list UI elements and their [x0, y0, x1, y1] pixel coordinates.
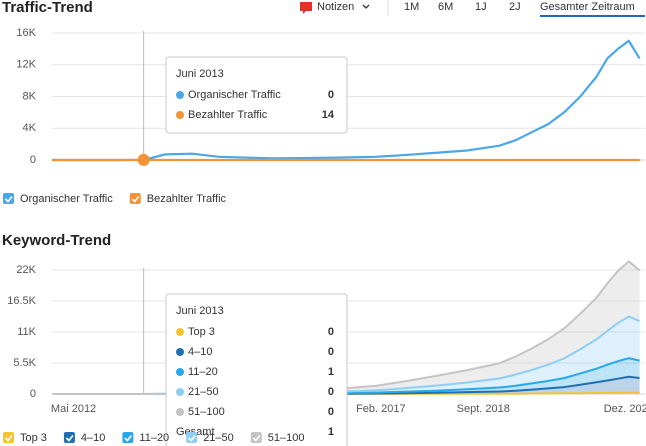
y-tick-label: 11K: [17, 326, 36, 338]
hover-point: [137, 153, 150, 166]
legend-checkbox[interactable]: [186, 432, 198, 443]
tooltip-name: Top 3: [188, 326, 215, 338]
tooltip-dot: [176, 388, 184, 396]
range-button-active[interactable]: Gesamter Zeitraum: [540, 1, 635, 13]
tooltip-dot: [176, 408, 184, 416]
legend-label[interactable]: 11–20: [139, 432, 169, 444]
tooltip-value: 1: [328, 366, 334, 378]
tooltip: [165, 293, 348, 446]
legend-check: [124, 435, 133, 442]
notes-icon: [300, 2, 312, 14]
legend-label[interactable]: Organischer Traffic: [20, 193, 113, 205]
range-button[interactable]: 1M: [404, 1, 419, 13]
y-tick-label: 4K: [23, 122, 37, 134]
y-tick-label: 0: [30, 388, 36, 400]
legend-label[interactable]: Bezahlter Traffic: [147, 193, 227, 205]
legend-check: [131, 196, 140, 203]
tooltip-total: 1: [328, 426, 334, 438]
tooltip-value: 0: [328, 89, 334, 101]
legend-check: [252, 435, 261, 442]
legend-checkbox[interactable]: [250, 432, 262, 443]
y-tick-label: 16.5K: [7, 295, 36, 307]
tooltip-name: 21–50: [188, 386, 219, 398]
legend-label[interactable]: Top 3: [20, 432, 47, 444]
legend-checkbox[interactable]: [122, 432, 134, 443]
range-button[interactable]: 1J: [475, 1, 487, 13]
tooltip-value: 14: [322, 109, 335, 121]
range-button[interactable]: 6M: [438, 1, 453, 13]
tooltip-value: 0: [328, 346, 334, 358]
legend-label[interactable]: 21–50: [203, 432, 234, 444]
legend-label[interactable]: 51–100: [268, 432, 305, 444]
tooltip-dot: [176, 348, 184, 356]
tooltip-date: Juni 2013: [176, 305, 224, 317]
tooltip-name: 4–10: [188, 346, 212, 358]
legend-checkbox[interactable]: [3, 193, 14, 204]
legend-label[interactable]: 4–10: [81, 432, 105, 444]
legend-checkbox[interactable]: [63, 432, 75, 443]
x-tick-label: Mai 2012: [51, 403, 96, 415]
line-series: [52, 39, 641, 162]
range-button[interactable]: 2J: [509, 1, 521, 13]
tooltip-dot: [176, 111, 184, 119]
chevron: [362, 4, 370, 9]
chart-title: Keyword-Trend: [2, 232, 111, 249]
tooltip-name: 11–20: [188, 366, 218, 378]
y-tick-label: 5.5K: [13, 357, 36, 369]
chart-title: Traffic-Trend: [2, 0, 93, 16]
x-tick-label: Feb. 2017: [356, 403, 406, 415]
legend-check: [4, 435, 13, 442]
legend-checkbox[interactable]: [3, 432, 14, 443]
tooltip-value: 0: [328, 386, 334, 398]
y-tick-label: 8K: [23, 90, 37, 102]
tooltip-date: Juni 2013: [176, 68, 224, 80]
tooltip-value: 0: [328, 326, 334, 338]
tooltip-value: 0: [328, 406, 334, 418]
tooltip-dot: [176, 368, 184, 376]
x-tick-label: Dez. 2020: [604, 403, 646, 415]
tooltip-name: 51–100: [188, 406, 225, 418]
y-tick-label: 12K: [16, 59, 36, 71]
y-tick-label: 0: [30, 154, 36, 166]
legend-check: [4, 196, 13, 203]
tooltip-name: Organischer Traffic: [188, 89, 281, 101]
notes-button[interactable]: Notizen: [317, 1, 354, 13]
tooltip: [165, 56, 348, 134]
tooltip-dot: [176, 91, 184, 99]
legend-check: [188, 435, 196, 442]
tooltip-name: Bezahlter Traffic: [188, 109, 268, 121]
legend-checkbox[interactable]: [129, 193, 141, 204]
x-tick-label: Sept. 2018: [457, 403, 510, 415]
tooltip-dot: [176, 328, 184, 336]
y-tick-label: 22K: [16, 264, 36, 276]
legend-check: [65, 435, 74, 442]
tooltip-total-label: Gesamt: [176, 426, 215, 438]
y-tick-label: 16K: [16, 27, 36, 39]
